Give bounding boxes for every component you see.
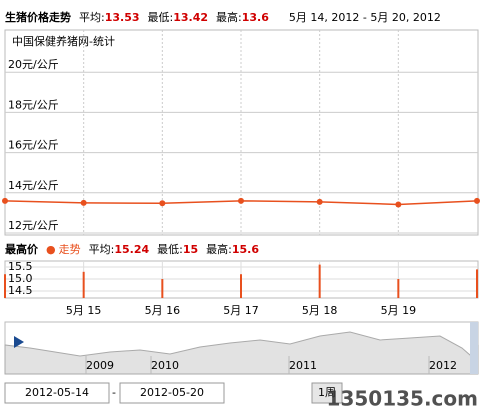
range-button[interactable] xyxy=(311,382,343,404)
stat-label: 最高: xyxy=(216,10,242,24)
navigator-selection[interactable] xyxy=(470,322,478,374)
stat-label: 最低: xyxy=(148,11,174,24)
watermark: 1350135.com xyxy=(327,387,478,411)
point xyxy=(474,197,480,204)
stat-value: 13.42 xyxy=(173,11,208,24)
bar xyxy=(318,264,321,298)
date-range: 5月 14, 2012 - 5月 20, 2012 xyxy=(289,11,441,24)
separator: - xyxy=(112,386,116,399)
header: 最高价 ● 走势 平均:15.24 最低:15 最高:15.6 xyxy=(5,242,259,256)
point xyxy=(159,200,166,207)
year-label: 2012 xyxy=(429,359,457,372)
bar xyxy=(4,274,6,298)
stat-value: 15 xyxy=(183,243,198,256)
navigator-area xyxy=(4,331,479,375)
bar xyxy=(161,279,164,298)
y-tick-label: 20元/公斤 xyxy=(8,58,59,71)
header: 生猪价格走势 平均:13.53 最低:13.42 最高:13.6 5月 14, 2012… xyxy=(5,10,441,24)
point xyxy=(395,201,402,208)
stat-label: 最低: xyxy=(157,243,183,256)
bar xyxy=(476,269,478,298)
bar xyxy=(240,274,242,298)
point xyxy=(2,197,8,204)
subtitle: 中国保健养猪网-统计 xyxy=(12,34,115,48)
x-tick-label: 5月 15 xyxy=(66,304,102,317)
point xyxy=(316,198,323,205)
header-title: 最高价 xyxy=(5,242,39,256)
x-tick-label: 5月 16 xyxy=(145,304,181,317)
y-tick-label: 14.5 xyxy=(8,284,33,297)
stat-value: 15.6 xyxy=(232,243,259,256)
y-tick-label: 15.5 xyxy=(8,260,33,273)
bar xyxy=(82,271,85,298)
bar xyxy=(397,279,400,298)
point xyxy=(238,197,244,204)
y-tick-label: 18元/公斤 xyxy=(8,98,59,111)
y-tick-label: 15.0 xyxy=(8,272,33,285)
to-input[interactable] xyxy=(119,382,225,404)
range-label: 1周 xyxy=(318,386,336,399)
header-title: 生猪价格走势 xyxy=(5,10,71,24)
year-label: 2010 xyxy=(151,359,179,372)
year-label: 2011 xyxy=(289,359,317,372)
stat-value: 13.53 xyxy=(105,11,140,24)
stat-label: 平均: xyxy=(79,11,105,24)
play-icon[interactable] xyxy=(14,336,24,348)
stat-value: 15.24 xyxy=(114,243,149,256)
y-tick-label: 16元/公斤 xyxy=(8,139,59,152)
x-tick-label: 5月 17 xyxy=(223,304,259,317)
stat-label: 最高: xyxy=(206,242,232,256)
year-label: 2009 xyxy=(86,359,114,372)
y-tick-label: 12元/公斤 xyxy=(8,219,59,232)
y-tick-label: 14元/公斤 xyxy=(8,179,59,192)
stat-label: 平均: xyxy=(89,243,115,256)
x-tick-label: 5月 19 xyxy=(381,304,417,317)
from-date: 2012-05-14 xyxy=(25,386,89,399)
x-tick-label: 5月 18 xyxy=(302,304,338,317)
legend-label: 走势 xyxy=(59,243,81,256)
legend-dot: ● xyxy=(46,243,56,256)
point xyxy=(80,199,87,206)
stat-value: 13.6 xyxy=(242,11,269,24)
to-date: 2012-05-20 xyxy=(140,386,204,399)
from-input[interactable] xyxy=(4,382,110,404)
